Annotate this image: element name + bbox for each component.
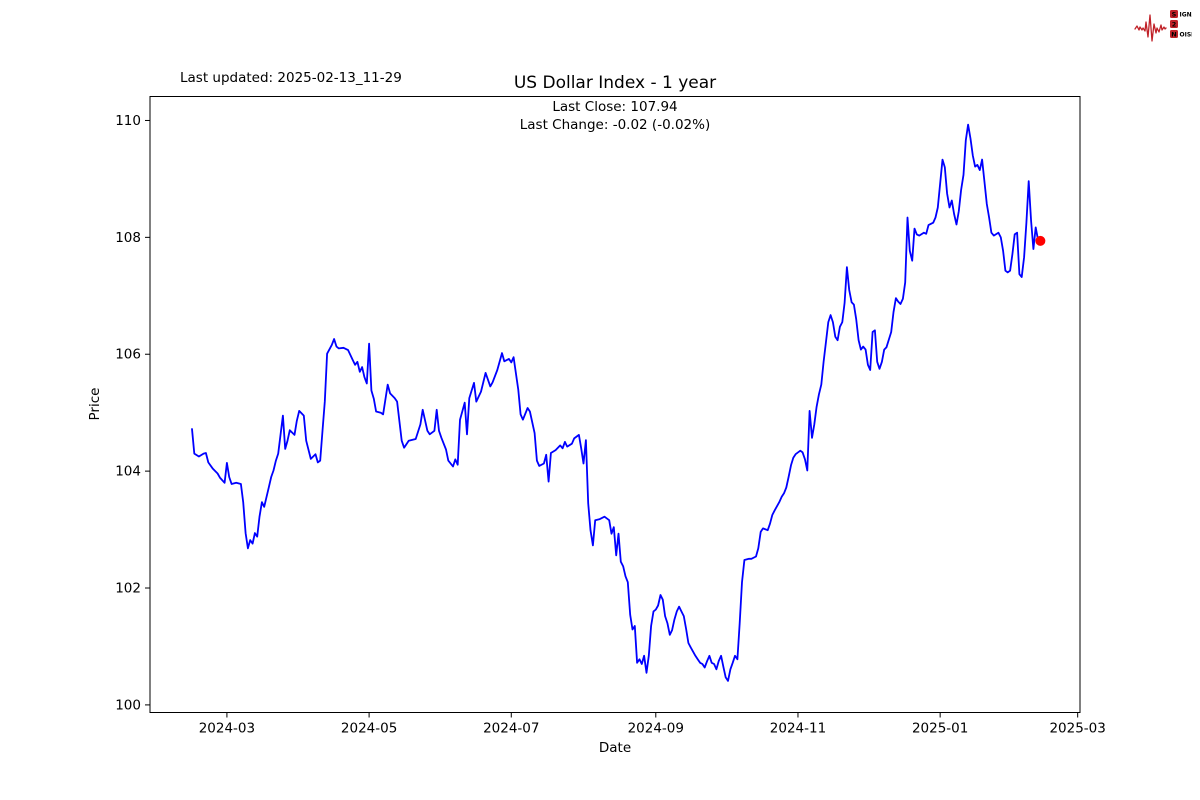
logo-boxed-letter: N bbox=[1171, 31, 1176, 39]
last-change-annotation: Last Change: -0.02 (-0.02%) bbox=[520, 117, 710, 133]
y-tick-label: 110 bbox=[115, 113, 141, 129]
logo-boxed-letter: 2 bbox=[1172, 21, 1177, 29]
x-tick-label: 2025-03 bbox=[1049, 721, 1105, 737]
y-tick-label: 106 bbox=[115, 347, 141, 363]
x-tick-label: 2024-07 bbox=[483, 721, 539, 737]
logo-letter-box bbox=[1170, 10, 1178, 18]
plot-area: 100 102 104 106 108 110 2024-03 2024-05 2024-07 2… bbox=[115, 96, 1106, 737]
logo-wordmark: SIGNAL2 N OISE bbox=[1170, 10, 1192, 39]
last-close-marker bbox=[1035, 235, 1046, 246]
x-tick-label: 2024-03 bbox=[199, 721, 255, 737]
last-updated-label: Last updated: 2025-02-13_11-29 bbox=[180, 70, 402, 86]
y-tick-label: 100 bbox=[115, 697, 141, 713]
x-tick-label: 2024-09 bbox=[628, 721, 684, 737]
x-tick-label: 2024-11 bbox=[770, 721, 826, 737]
y-tick-label: 104 bbox=[115, 464, 141, 480]
x-axis-label: Date bbox=[599, 740, 631, 756]
y-tick-label: 108 bbox=[115, 230, 141, 246]
x-tick-label: 2024-05 bbox=[341, 721, 397, 737]
x-tick-label: 2025-01 bbox=[912, 721, 968, 737]
logo-text: IGNAL bbox=[1180, 12, 1193, 19]
y-axis-label: Price bbox=[87, 388, 103, 421]
ecg-waveform-icon bbox=[1134, 14, 1167, 42]
y-tick-label: 102 bbox=[115, 581, 141, 597]
last-close-annotation: Last Close: 107.94 bbox=[552, 99, 677, 115]
chart-title: US Dollar Index - 1 year bbox=[514, 73, 716, 93]
signal2noise-logo: SIGNAL2 N OISE bbox=[1134, 10, 1192, 42]
logo-text: OISE bbox=[1180, 32, 1193, 39]
price-line bbox=[191, 123, 1042, 682]
logo-letter-box bbox=[1170, 30, 1178, 38]
logo-boxed-letter: S bbox=[1172, 11, 1177, 19]
logo-letter-box bbox=[1170, 20, 1178, 28]
axes-spines bbox=[149, 96, 1081, 713]
